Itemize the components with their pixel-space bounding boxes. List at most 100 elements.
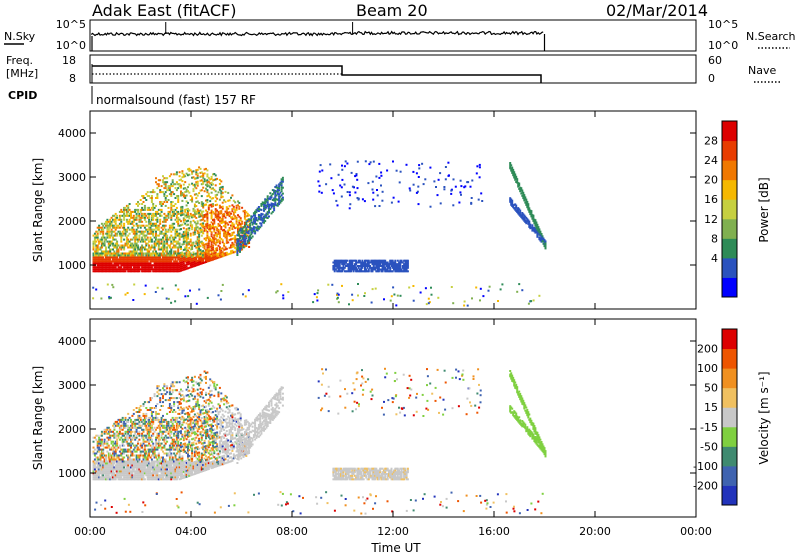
echo-cell <box>131 450 134 453</box>
echo-cell <box>191 242 194 245</box>
echo-cell <box>210 177 213 180</box>
echo-cell <box>112 430 114 433</box>
echo-cell <box>124 416 127 419</box>
echo-cell <box>150 478 153 481</box>
echo-cell <box>178 258 181 261</box>
echo-cell <box>177 216 180 219</box>
echo-cell <box>185 204 188 207</box>
echo-cell <box>145 228 148 231</box>
echo-cell <box>317 180 320 183</box>
echo-cell <box>377 265 380 267</box>
echo-cell <box>134 268 137 271</box>
echo-cell <box>174 230 177 233</box>
echo-cell <box>148 244 151 247</box>
echo-cell <box>96 266 99 269</box>
echo-cell <box>93 258 96 261</box>
echo-cell <box>380 184 382 187</box>
colorbar-segment <box>722 238 737 259</box>
echo-cell <box>93 238 96 241</box>
echo-cell <box>150 252 153 255</box>
echo-cell <box>281 186 284 189</box>
echo-cell <box>185 263 188 266</box>
echo-cell <box>118 426 121 429</box>
echo-cell <box>466 304 469 307</box>
echo-cell <box>237 226 239 229</box>
echo-cell <box>112 468 114 471</box>
echo-cell <box>242 238 245 241</box>
echo-cell <box>164 230 167 233</box>
echo-cell <box>150 238 153 241</box>
echo-cell <box>466 181 469 184</box>
echo-cell <box>171 416 174 419</box>
echo-cell <box>174 448 177 451</box>
echo-cell <box>174 446 177 449</box>
echo-cell <box>162 462 164 465</box>
echo-cell <box>189 262 192 265</box>
echo-cell <box>237 200 239 203</box>
echo-cell <box>395 265 398 267</box>
echo-cell <box>195 256 198 259</box>
echo-cell <box>203 214 206 216</box>
echo-cell <box>189 254 192 257</box>
echo-cell <box>198 213 201 216</box>
echo-cell <box>375 270 378 273</box>
echo-cell <box>214 212 217 215</box>
echo-cell <box>463 186 466 189</box>
echo-cell <box>199 262 202 265</box>
echo-cell <box>145 260 148 263</box>
echo-cell <box>271 199 274 201</box>
echo-cell <box>221 247 224 250</box>
echo-cell <box>153 464 156 467</box>
echo-cell <box>96 448 99 451</box>
colorbar-tick-label: 20 <box>704 174 718 187</box>
echo-cell <box>198 249 201 252</box>
echo-cell <box>214 249 217 252</box>
echo-cell <box>132 420 135 423</box>
echo-cell <box>249 236 252 239</box>
echo-cell <box>182 221 185 224</box>
echo-cell <box>127 470 130 473</box>
echo-cell <box>103 252 106 255</box>
echo-cell <box>345 261 347 264</box>
echo-cell <box>107 240 110 243</box>
echo-cell <box>254 218 257 221</box>
echo-cell <box>367 261 370 264</box>
echo-cell <box>510 198 513 201</box>
echo-cell <box>125 258 128 261</box>
echo-cell <box>152 422 155 425</box>
cpid-label: CPID <box>8 89 37 102</box>
echo-cell <box>396 263 399 266</box>
echo-cell <box>157 432 160 435</box>
echo-cell <box>118 270 121 273</box>
echo-cell <box>116 256 119 259</box>
echo-cell <box>403 259 406 262</box>
echo-cell <box>113 230 116 233</box>
echo-cell <box>146 254 149 257</box>
echo-cell <box>114 442 117 445</box>
echo-cell <box>382 265 385 267</box>
echo-cell <box>168 464 171 467</box>
echo-cell <box>102 228 105 231</box>
echo-cell <box>149 424 152 427</box>
echo-cell <box>150 214 153 217</box>
echo-cell <box>109 448 112 451</box>
echo-cell <box>105 254 107 257</box>
echo-cell <box>162 397 164 400</box>
echo-cell <box>174 256 177 259</box>
echo-cell <box>137 454 139 457</box>
echo-cell <box>261 219 264 222</box>
echo-cell <box>191 176 194 179</box>
echo-cell <box>218 198 221 201</box>
echo-cell <box>141 454 144 457</box>
echo-cell <box>237 238 240 241</box>
echo-cell <box>134 248 137 251</box>
echo-cell <box>196 230 199 233</box>
echo-cell <box>138 411 141 413</box>
echo-cell <box>130 478 132 481</box>
echo-cell <box>188 217 191 220</box>
echo-cell <box>121 434 124 437</box>
echo-cell <box>95 246 98 249</box>
echo-cell <box>123 262 126 265</box>
echo-cell <box>224 210 227 213</box>
echo-cell <box>116 252 119 255</box>
